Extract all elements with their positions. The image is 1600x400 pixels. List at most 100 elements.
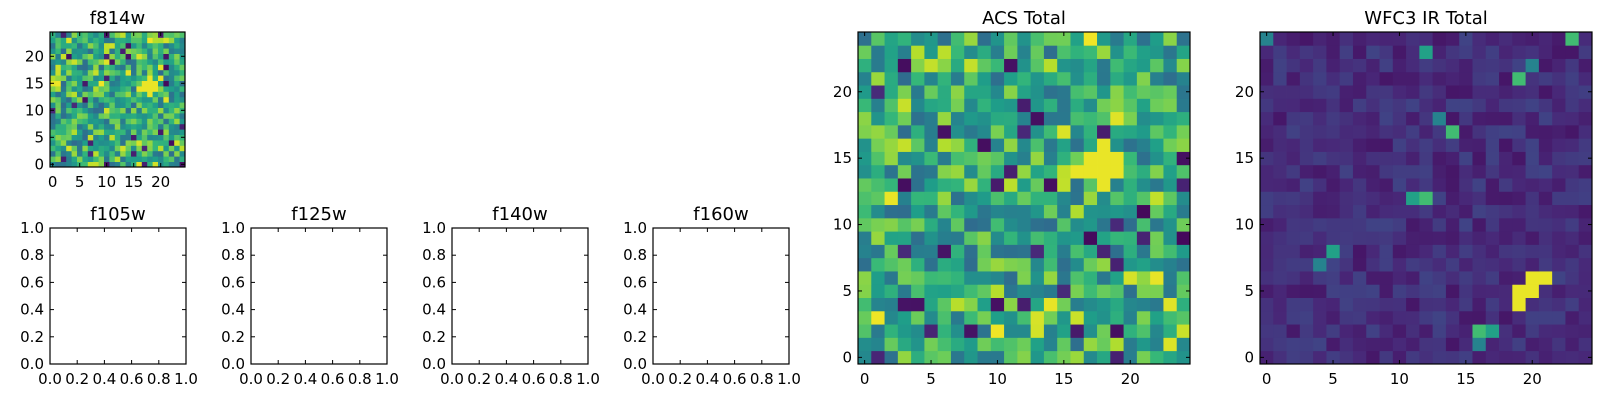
heatmap-cell <box>1445 71 1460 86</box>
heatmap-cell <box>1419 337 1434 352</box>
heatmap-cell <box>93 123 99 130</box>
heatmap-cell <box>1392 71 1407 86</box>
y-tick-label: 15 <box>25 74 44 92</box>
heatmap-cell <box>1017 271 1032 285</box>
heatmap-cell <box>1260 111 1274 126</box>
heatmap-cell <box>1352 217 1367 232</box>
x-tick-label: 15 <box>1456 370 1475 388</box>
heatmap-cell <box>77 96 83 103</box>
heatmap-cell <box>1366 71 1380 86</box>
heatmap-cell <box>98 107 105 114</box>
heatmap-cell <box>1176 85 1191 99</box>
heatmap-cell <box>1459 138 1473 152</box>
heatmap-cell <box>1083 45 1098 59</box>
heatmap-cell <box>1379 111 1394 126</box>
heatmap-cell <box>1339 191 1354 206</box>
heatmap-cell <box>1163 164 1178 179</box>
heatmap-cell <box>60 123 67 130</box>
heatmap-cell <box>1030 350 1045 365</box>
x-tick-label: 0.0 <box>641 370 665 388</box>
heatmap-cell <box>1339 310 1354 325</box>
heatmap-cell <box>1525 284 1540 298</box>
heatmap-cell <box>141 37 148 44</box>
heatmap-cell <box>964 32 978 46</box>
heatmap-cell <box>1097 191 1111 206</box>
heatmap-cell <box>1565 85 1580 99</box>
heatmap-cell <box>104 59 110 65</box>
heatmap-cell <box>1366 138 1380 152</box>
heatmap-cell <box>1176 310 1191 325</box>
heatmap-cell <box>179 32 186 38</box>
heatmap-cell <box>1004 58 1018 73</box>
heatmap-cell <box>1004 71 1018 86</box>
heatmap-cell <box>1499 297 1513 312</box>
heatmap-cell <box>1043 32 1058 46</box>
heatmap-cell <box>1339 58 1354 73</box>
heatmap-cell <box>104 145 110 152</box>
heatmap-cell <box>1538 191 1553 206</box>
heatmap-cell <box>977 151 992 166</box>
heatmap-cell <box>98 64 105 71</box>
heatmap-cell <box>1273 271 1287 285</box>
heatmap-cell <box>1163 178 1178 192</box>
heatmap-cell <box>990 71 1005 86</box>
heatmap-cell <box>1070 271 1085 285</box>
heatmap-cell <box>1150 45 1164 59</box>
heatmap-cell <box>990 297 1005 312</box>
heatmap-cell <box>1339 111 1354 126</box>
y-tick-label: 0.0 <box>20 355 44 373</box>
heatmap-cell <box>179 129 186 135</box>
heatmap-cell <box>1339 271 1354 285</box>
heatmap-cell <box>77 37 83 44</box>
heatmap-cell <box>114 102 121 108</box>
y-tick-label: 0.4 <box>422 301 446 319</box>
heatmap-cell <box>131 123 137 130</box>
heatmap-cell <box>1419 138 1434 152</box>
heatmap-cell <box>897 85 912 99</box>
heatmap-cell <box>158 107 164 114</box>
heatmap-cell <box>87 145 94 152</box>
heatmap-cell <box>125 42 132 49</box>
heatmap-cell <box>1552 85 1566 99</box>
heatmap-cell <box>1057 71 1071 86</box>
y-tick-label: 5 <box>842 282 852 300</box>
heatmap-cell <box>120 107 126 114</box>
heatmap-cell <box>1110 271 1124 285</box>
heatmap-cell <box>66 91 72 98</box>
heatmap-cell <box>1313 217 1327 232</box>
heatmap-cell <box>1150 310 1164 325</box>
heatmap-cell <box>104 64 110 71</box>
heatmap-cell <box>1150 178 1164 192</box>
heatmap-cell <box>1163 310 1178 325</box>
heatmap-cell <box>55 118 62 125</box>
heatmap-cell <box>168 123 175 130</box>
heatmap-cell <box>50 118 56 125</box>
heatmap-cell <box>858 324 872 338</box>
heatmap-cell <box>1472 350 1487 365</box>
heatmap-cell <box>1070 231 1085 245</box>
heatmap-cell <box>114 145 121 152</box>
heatmap-cell <box>174 118 180 125</box>
heatmap-cell <box>77 42 83 49</box>
heatmap-cell <box>1459 310 1473 325</box>
heatmap-cell <box>1512 244 1526 259</box>
heatmap-cell <box>1352 310 1367 325</box>
heatmap-cell <box>1379 310 1394 325</box>
heatmap-cell <box>1379 98 1394 113</box>
heatmap-cell <box>1163 85 1178 99</box>
heatmap-cell <box>152 140 159 146</box>
heatmap-cell <box>55 123 62 130</box>
heatmap-cell <box>1299 124 1314 139</box>
x-tick-label: 0.6 <box>522 370 546 388</box>
heatmap-cell <box>1578 350 1593 365</box>
heatmap-cell <box>87 102 94 108</box>
heatmap-cell <box>109 64 116 71</box>
heatmap-cell <box>1057 257 1071 272</box>
heatmap-cell <box>1326 71 1341 86</box>
heatmap-cell <box>131 107 137 114</box>
heatmap-cell <box>136 134 143 141</box>
y-tick-label: 10 <box>833 216 852 234</box>
heatmap-cell <box>1286 58 1301 73</box>
heatmap-cell <box>1565 32 1580 46</box>
